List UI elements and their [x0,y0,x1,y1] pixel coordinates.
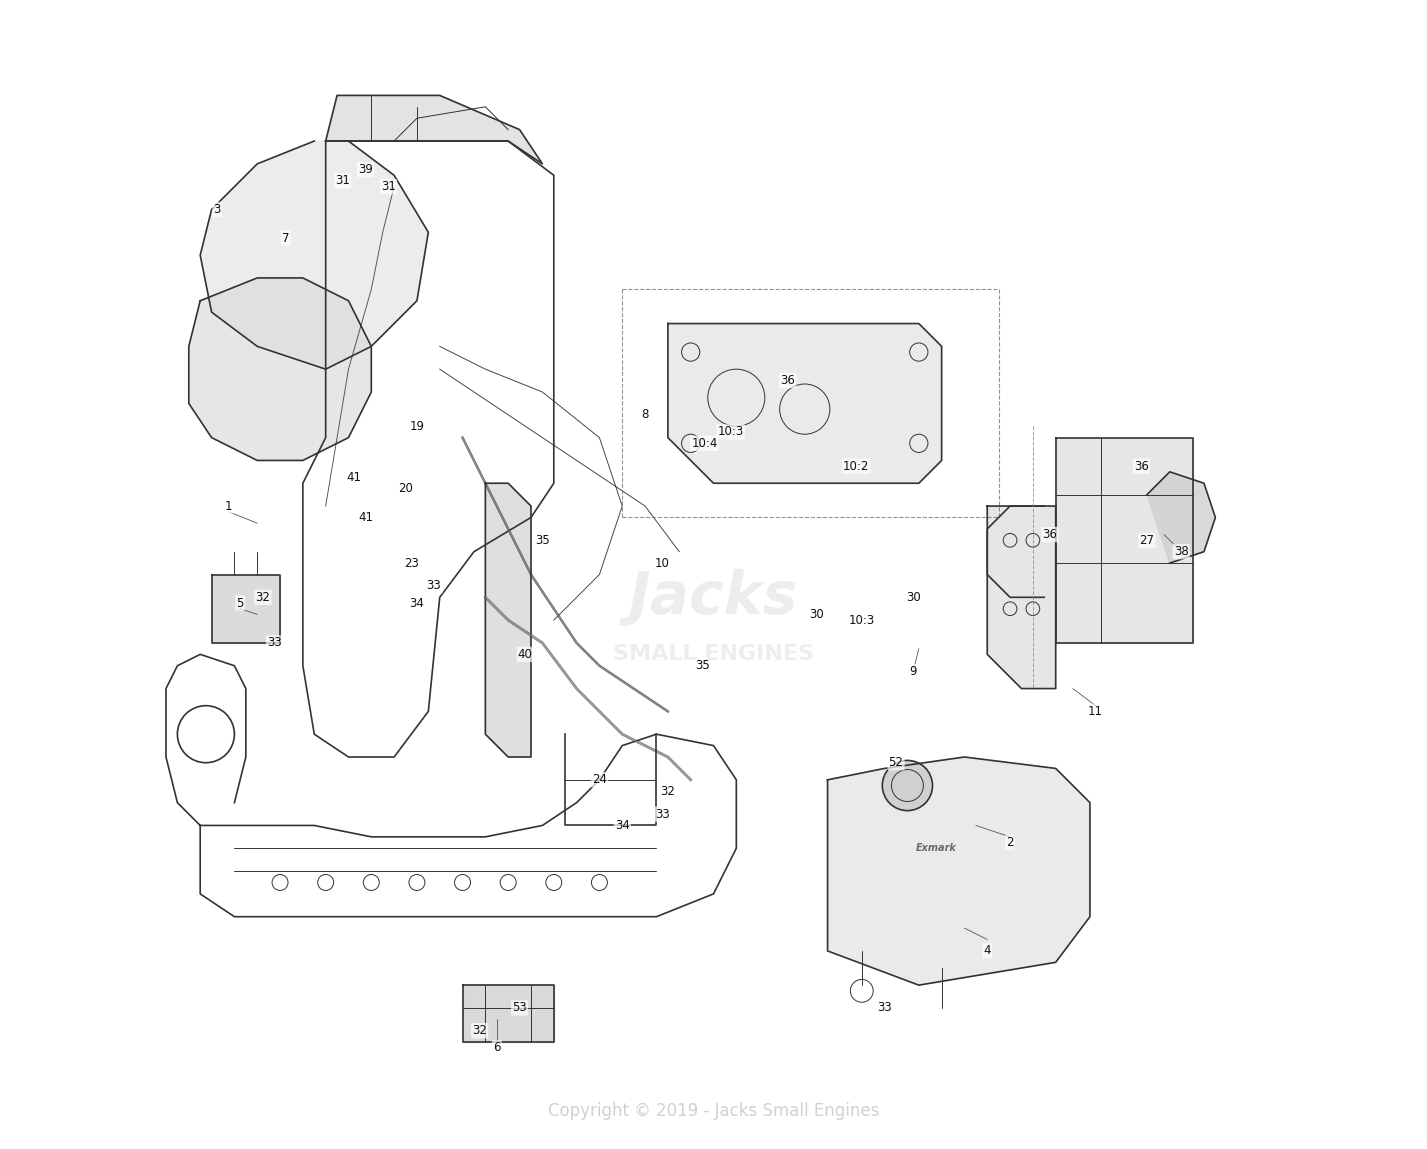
Text: 31: 31 [335,175,350,187]
Text: 10:3: 10:3 [849,614,875,626]
Text: 7: 7 [283,231,290,245]
Text: 24: 24 [592,773,606,786]
Text: 52: 52 [889,756,903,769]
Polygon shape [211,574,280,643]
Text: 40: 40 [518,648,532,661]
Polygon shape [325,95,542,164]
Text: Copyright © 2019 - Jacks Small Engines: Copyright © 2019 - Jacks Small Engines [548,1102,879,1119]
Text: 31: 31 [381,180,395,193]
Text: 11: 11 [1089,704,1103,718]
Text: Exmark: Exmark [916,843,956,854]
Polygon shape [462,985,554,1042]
Polygon shape [1056,438,1193,643]
Text: 19: 19 [410,419,424,433]
Text: 33: 33 [878,1002,892,1015]
Text: 10:3: 10:3 [718,425,743,439]
Text: 38: 38 [1174,545,1189,558]
Text: 9: 9 [909,665,918,678]
Text: Jacks: Jacks [629,569,798,626]
Text: 34: 34 [410,596,424,609]
Text: 10:2: 10:2 [843,460,869,472]
Polygon shape [200,141,428,369]
Text: 32: 32 [472,1024,487,1038]
Text: 10:4: 10:4 [691,437,718,449]
Text: 33: 33 [655,808,669,820]
Text: 23: 23 [404,556,418,570]
Text: 36: 36 [1134,460,1149,472]
Text: 27: 27 [1139,534,1154,547]
Text: 34: 34 [615,819,629,832]
Text: 2: 2 [1006,836,1013,849]
Text: 53: 53 [512,1002,527,1015]
Text: 20: 20 [398,483,412,495]
Text: 10: 10 [655,556,669,570]
Text: 6: 6 [492,1041,501,1055]
Text: 41: 41 [358,511,372,524]
Text: 35: 35 [695,660,709,672]
Text: 36: 36 [781,375,795,387]
Polygon shape [1147,472,1216,563]
Polygon shape [828,757,1090,985]
Text: 35: 35 [535,534,549,547]
Polygon shape [188,278,371,461]
Text: 32: 32 [255,591,270,604]
Text: 5: 5 [237,596,244,609]
Polygon shape [668,324,942,484]
Text: 8: 8 [641,408,649,422]
Text: SMALL ENGINES: SMALL ENGINES [614,645,813,664]
Text: 36: 36 [1043,529,1057,541]
Text: 32: 32 [661,785,675,797]
Text: 1: 1 [225,500,233,512]
Text: 4: 4 [983,944,990,957]
Text: 33: 33 [267,637,281,649]
Text: 30: 30 [809,608,823,620]
Circle shape [882,761,932,810]
Text: 30: 30 [906,591,920,604]
Polygon shape [485,484,531,757]
Text: 39: 39 [358,163,372,176]
Polygon shape [987,506,1056,688]
Text: 33: 33 [427,579,441,593]
Text: 41: 41 [347,471,361,484]
Text: 3: 3 [214,203,221,216]
